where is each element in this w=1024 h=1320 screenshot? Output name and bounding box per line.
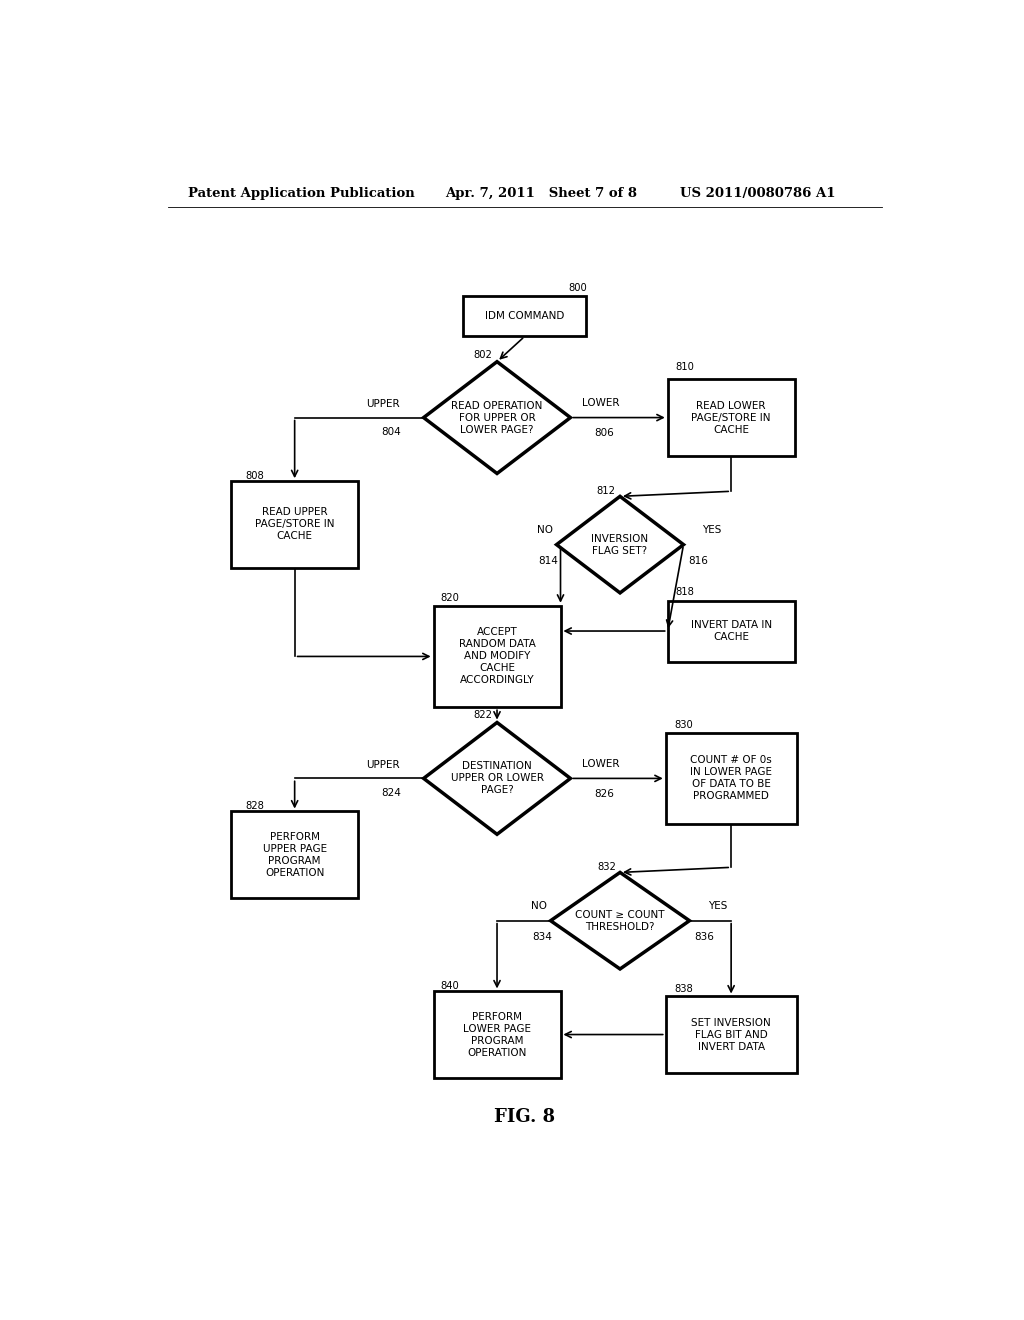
FancyBboxPatch shape <box>666 733 797 824</box>
Text: 824: 824 <box>381 788 400 797</box>
Text: 810: 810 <box>676 362 694 372</box>
FancyBboxPatch shape <box>666 997 797 1073</box>
Text: 828: 828 <box>246 801 264 810</box>
Text: PERFORM
UPPER PAGE
PROGRAM
OPERATION: PERFORM UPPER PAGE PROGRAM OPERATION <box>262 832 327 878</box>
Text: 802: 802 <box>473 350 493 359</box>
Text: YES: YES <box>708 902 727 912</box>
Text: READ LOWER
PAGE/STORE IN
CACHE: READ LOWER PAGE/STORE IN CACHE <box>691 400 771 434</box>
Polygon shape <box>557 496 684 593</box>
Text: 834: 834 <box>532 932 553 942</box>
Text: 822: 822 <box>473 710 493 721</box>
Text: INVERT DATA IN
CACHE: INVERT DATA IN CACHE <box>690 620 772 642</box>
Text: NO: NO <box>530 902 547 912</box>
Text: 804: 804 <box>381 426 400 437</box>
Text: US 2011/0080786 A1: US 2011/0080786 A1 <box>680 187 835 201</box>
Text: 832: 832 <box>598 862 616 873</box>
Text: FIG. 8: FIG. 8 <box>495 1107 555 1126</box>
Text: 806: 806 <box>594 428 613 438</box>
Text: UPPER: UPPER <box>367 400 399 409</box>
Text: 814: 814 <box>539 556 558 566</box>
Text: READ OPERATION
FOR UPPER OR
LOWER PAGE?: READ OPERATION FOR UPPER OR LOWER PAGE? <box>452 400 543 434</box>
Text: COUNT ≥ COUNT
THRESHOLD?: COUNT ≥ COUNT THRESHOLD? <box>575 909 665 932</box>
FancyBboxPatch shape <box>231 812 358 898</box>
FancyBboxPatch shape <box>668 379 795 455</box>
Text: 808: 808 <box>246 471 264 480</box>
FancyBboxPatch shape <box>433 606 560 708</box>
Polygon shape <box>551 873 689 969</box>
Text: 812: 812 <box>596 486 615 496</box>
Text: Patent Application Publication: Patent Application Publication <box>187 187 415 201</box>
Text: DESTINATION
UPPER OR LOWER
PAGE?: DESTINATION UPPER OR LOWER PAGE? <box>451 762 544 796</box>
Text: LOWER: LOWER <box>582 759 620 770</box>
Text: ACCEPT
RANDOM DATA
AND MODIFY
CACHE
ACCORDINGLY: ACCEPT RANDOM DATA AND MODIFY CACHE ACCO… <box>459 627 536 685</box>
Text: IDM COMMAND: IDM COMMAND <box>485 312 564 321</box>
Polygon shape <box>424 362 570 474</box>
Text: YES: YES <box>701 525 721 536</box>
Text: 836: 836 <box>694 932 714 942</box>
Text: 818: 818 <box>676 587 694 598</box>
FancyBboxPatch shape <box>668 601 795 661</box>
Text: COUNT # OF 0s
IN LOWER PAGE
OF DATA TO BE
PROGRAMMED: COUNT # OF 0s IN LOWER PAGE OF DATA TO B… <box>690 755 772 801</box>
Text: INVERSION
FLAG SET?: INVERSION FLAG SET? <box>592 533 648 556</box>
Text: LOWER: LOWER <box>582 399 620 408</box>
Text: 816: 816 <box>688 556 708 566</box>
Text: UPPER: UPPER <box>367 760 399 770</box>
Text: 826: 826 <box>594 788 613 799</box>
Polygon shape <box>424 722 570 834</box>
Text: 830: 830 <box>674 719 693 730</box>
Text: NO: NO <box>537 525 553 536</box>
Text: PERFORM
LOWER PAGE
PROGRAM
OPERATION: PERFORM LOWER PAGE PROGRAM OPERATION <box>463 1011 531 1057</box>
Text: SET INVERSION
FLAG BIT AND
INVERT DATA: SET INVERSION FLAG BIT AND INVERT DATA <box>691 1018 771 1052</box>
FancyBboxPatch shape <box>463 296 587 337</box>
Text: 838: 838 <box>674 983 693 994</box>
Text: 820: 820 <box>440 593 459 602</box>
Text: READ UPPER
PAGE/STORE IN
CACHE: READ UPPER PAGE/STORE IN CACHE <box>255 507 335 541</box>
Text: 840: 840 <box>440 981 459 991</box>
FancyBboxPatch shape <box>231 480 358 568</box>
Text: Apr. 7, 2011   Sheet 7 of 8: Apr. 7, 2011 Sheet 7 of 8 <box>445 187 637 201</box>
FancyBboxPatch shape <box>433 991 560 1077</box>
Text: 800: 800 <box>568 282 587 293</box>
